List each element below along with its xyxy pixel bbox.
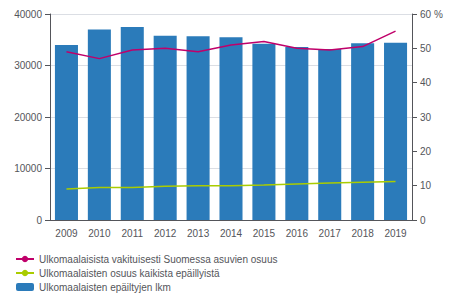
svg-text:10: 10 <box>420 180 432 191</box>
svg-text:2019: 2019 <box>384 228 407 239</box>
svg-text:2013: 2013 <box>187 228 210 239</box>
svg-text:0: 0 <box>36 215 42 226</box>
svg-text:2016: 2016 <box>286 228 309 239</box>
svg-text:2014: 2014 <box>220 228 243 239</box>
svg-text:30: 30 <box>420 112 432 123</box>
svg-text:20000: 20000 <box>14 112 42 123</box>
svg-text:Ulkomaalaisten osuus kaikista: Ulkomaalaisten osuus kaikista epäillyist… <box>39 268 220 279</box>
svg-text:Ulkomaalaisten epäiltyjen lkm: Ulkomaalaisten epäiltyjen lkm <box>39 282 171 293</box>
svg-text:2010: 2010 <box>88 228 111 239</box>
svg-text:60 %: 60 % <box>420 9 443 20</box>
svg-text:2011: 2011 <box>122 228 144 239</box>
svg-text:2012: 2012 <box>154 228 177 239</box>
svg-text:40000: 40000 <box>14 9 42 20</box>
svg-text:2015: 2015 <box>253 228 276 239</box>
svg-text:2009: 2009 <box>55 228 78 239</box>
svg-text:2018: 2018 <box>352 228 375 239</box>
svg-text:Ulkomaalaisista vakituisesti S: Ulkomaalaisista vakituisesti Suomessa as… <box>39 254 277 265</box>
svg-text:30000: 30000 <box>14 60 42 71</box>
svg-text:20: 20 <box>420 146 432 157</box>
svg-text:2017: 2017 <box>319 228 342 239</box>
svg-text:50: 50 <box>420 43 432 54</box>
svg-text:0: 0 <box>420 215 426 226</box>
svg-text:40: 40 <box>420 77 432 88</box>
svg-text:10000: 10000 <box>14 163 42 174</box>
